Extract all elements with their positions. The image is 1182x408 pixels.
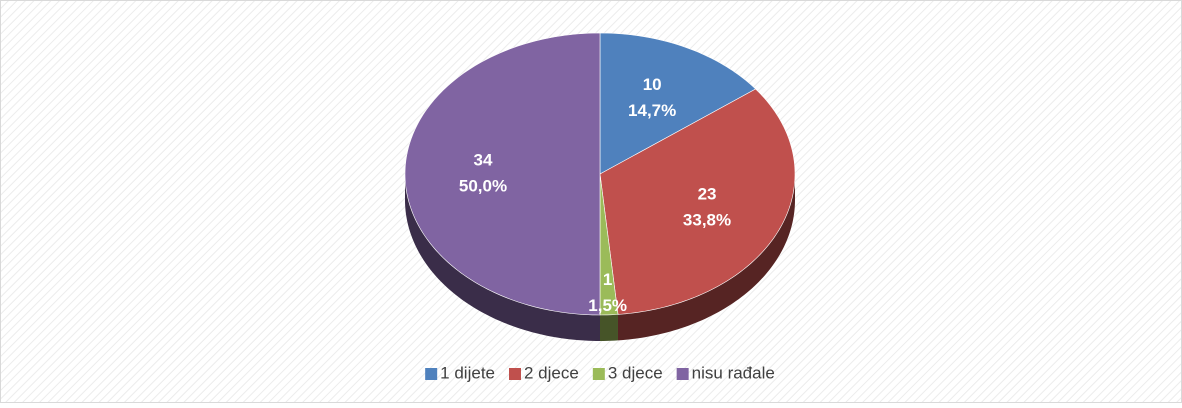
legend-swatch	[425, 368, 438, 380]
legend-swatch	[676, 368, 689, 380]
legend-label: nisu rađale	[692, 363, 775, 382]
legend-label: 1 dijete	[440, 363, 495, 382]
data-label: 34	[474, 150, 493, 169]
legend-swatch	[509, 368, 521, 380]
slice-side	[617, 174, 795, 341]
legend: 1 dijete 2 djece 3 djece nisu rađale	[425, 363, 775, 382]
slice	[404, 32, 601, 316]
slice	[599, 173, 619, 316]
percent-label: 1,5%	[588, 296, 627, 315]
slice	[599, 88, 796, 315]
percent-label: 14,7%	[628, 101, 676, 120]
slice-side	[600, 314, 618, 341]
legend-label: 2 djece	[524, 363, 579, 382]
legend-swatch	[592, 368, 605, 380]
data-label: 1	[603, 270, 612, 289]
slice-side	[405, 174, 600, 341]
percent-label: 50,0%	[459, 176, 507, 195]
data-label: 23	[698, 185, 717, 204]
percent-label: 33,8%	[683, 211, 731, 230]
data-label: 10	[643, 75, 662, 94]
legend-label: 3 djece	[608, 363, 663, 382]
slice	[599, 32, 757, 175]
